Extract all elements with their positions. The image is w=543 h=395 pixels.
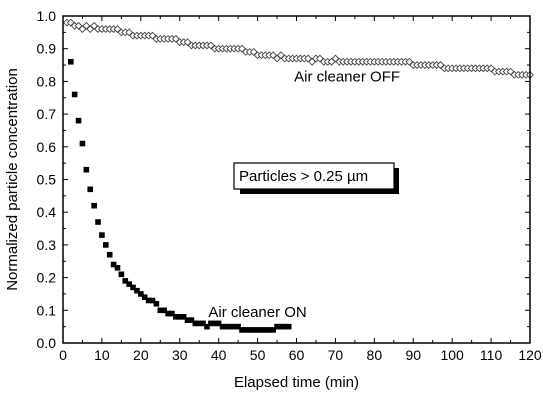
x-tick-label: 110 xyxy=(480,347,503,363)
annotation-air-cleaner-on: Air cleaner ON xyxy=(208,304,306,321)
data-point xyxy=(153,300,160,307)
data-point xyxy=(173,314,179,320)
data-point xyxy=(196,320,203,327)
data-point xyxy=(122,278,129,284)
data-point xyxy=(188,317,195,323)
data-point xyxy=(266,327,273,333)
y-axis: 0.0 0.1 0.2 0.3 0.4 0.5 0.6 0.7 0.8 0.9 1.0 xyxy=(37,8,530,351)
y-axis-title: Normalized particle concentration xyxy=(4,68,21,291)
data-point xyxy=(231,323,238,330)
data-point xyxy=(157,307,164,314)
x-tick-label: 0 xyxy=(59,347,67,363)
data-point xyxy=(106,251,113,258)
data-point xyxy=(270,327,276,333)
data-point xyxy=(141,294,148,301)
data-point xyxy=(87,186,94,193)
data-point xyxy=(262,327,269,333)
x-axis: 0 10 20 30 40 50 60 70 80 90 100 110 120 xyxy=(59,16,542,363)
data-point xyxy=(83,166,90,173)
y-tick-label: 0.7 xyxy=(37,106,57,122)
data-point xyxy=(75,117,82,124)
y-tick-label: 1.0 xyxy=(37,8,57,24)
data-point xyxy=(223,323,230,330)
x-axis-title: Elapsed time (min) xyxy=(234,374,359,391)
y-tick-label: 0.8 xyxy=(37,73,57,89)
data-point xyxy=(79,140,86,147)
series-air-cleaner-off xyxy=(62,18,534,79)
x-tick-label: 50 xyxy=(250,347,266,363)
annotation-air-cleaner-off: Air cleaner OFF xyxy=(294,68,400,85)
data-point xyxy=(258,327,265,333)
data-point xyxy=(103,242,109,248)
data-point xyxy=(91,202,97,209)
data-point xyxy=(134,287,140,294)
x-tick-label: 90 xyxy=(405,347,421,363)
x-tick-label: 20 xyxy=(133,347,149,363)
particle-size-label: Particles > 0.25 µm xyxy=(239,168,368,185)
data-point xyxy=(219,323,226,330)
data-point xyxy=(130,284,136,291)
x-tick-label: 120 xyxy=(518,347,542,363)
data-point xyxy=(243,327,249,333)
x-tick-label: 100 xyxy=(440,347,464,363)
data-point xyxy=(250,327,257,333)
data-point xyxy=(192,320,199,327)
data-point xyxy=(285,323,292,330)
y-tick-label: 0.2 xyxy=(37,270,57,286)
data-point xyxy=(274,323,280,330)
x-tick-label: 80 xyxy=(367,347,383,363)
y-tick-label: 0.9 xyxy=(37,41,57,57)
x-tick-label: 40 xyxy=(211,347,227,363)
x-tick-label: 70 xyxy=(328,347,344,363)
data-point xyxy=(126,281,132,287)
data-point xyxy=(247,327,253,333)
series-air-cleaner-on xyxy=(67,58,292,333)
data-point xyxy=(254,327,261,333)
data-point xyxy=(208,320,214,327)
y-tick-label: 0.3 xyxy=(37,237,57,253)
data-point xyxy=(169,310,175,317)
data-point xyxy=(215,320,222,327)
data-point xyxy=(200,320,206,327)
y-tick-label: 0.0 xyxy=(37,335,57,351)
data-point xyxy=(227,323,234,330)
x-tick-label: 10 xyxy=(94,347,110,363)
data-point xyxy=(235,323,241,330)
data-point xyxy=(110,261,117,268)
y-tick-label: 0.6 xyxy=(37,139,57,155)
data-point xyxy=(99,232,105,238)
data-point xyxy=(204,323,210,330)
particle-size-label-box: Particles > 0.25 µm xyxy=(233,162,399,194)
data-point xyxy=(161,307,167,314)
data-point xyxy=(95,219,101,225)
data-point xyxy=(184,317,191,323)
plot-area xyxy=(62,18,534,333)
data-point xyxy=(71,91,78,98)
data-point xyxy=(180,314,187,320)
data-point xyxy=(282,323,288,330)
data-point xyxy=(149,297,156,304)
data-point xyxy=(114,264,121,271)
data-point xyxy=(118,271,125,278)
x-tick-label: 60 xyxy=(289,347,305,363)
y-tick-label: 0.4 xyxy=(37,204,57,220)
data-point xyxy=(278,323,284,330)
data-point xyxy=(67,58,74,65)
x-tick-label: 30 xyxy=(172,347,188,363)
data-point xyxy=(145,297,152,304)
data-point xyxy=(165,310,171,317)
data-point xyxy=(239,327,245,333)
data-point xyxy=(211,320,218,327)
y-tick-label: 0.5 xyxy=(37,172,57,188)
data-point xyxy=(138,291,144,297)
y-tick-label: 0.1 xyxy=(37,302,57,318)
data-point xyxy=(176,314,183,320)
